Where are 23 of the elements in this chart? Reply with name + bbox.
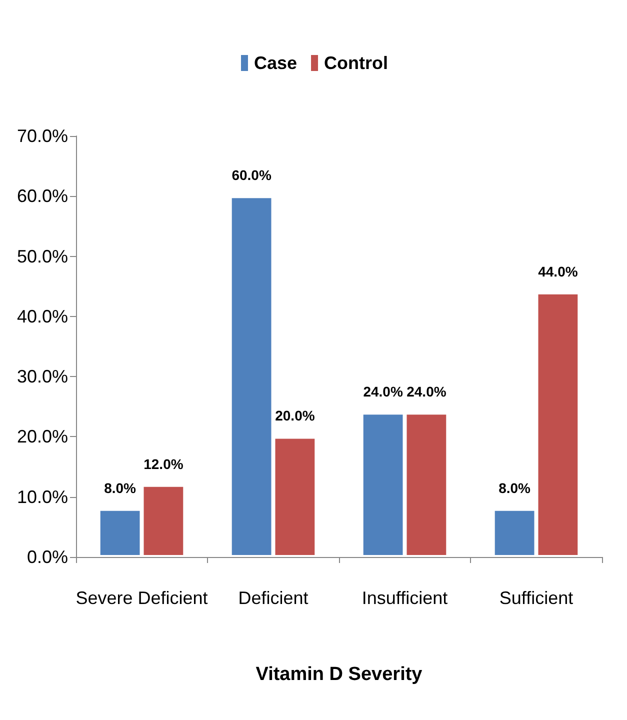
y-tick-label: 0.0% (26, 547, 68, 567)
data-label: 12.0% (144, 456, 184, 472)
x-tick-label: Insufficient (362, 588, 448, 608)
y-tick-label: 60.0% (16, 186, 68, 206)
x-tick-label: Deficient (238, 588, 308, 608)
x-tick-label: Severe Deficient (76, 588, 208, 608)
y-tick-label: 10.0% (16, 486, 68, 507)
x-axis-title: Vitamin D Severity (256, 664, 423, 685)
y-tick-label: 50.0% (16, 246, 68, 266)
y-tick-label: 30.0% (16, 366, 68, 387)
data-label: 20.0% (275, 408, 316, 424)
legend-label: Control (324, 53, 388, 73)
y-tick-label: 40.0% (16, 306, 68, 326)
legend-label: Case (254, 53, 298, 73)
data-label: 60.0% (232, 167, 272, 184)
data-label: 24.0% (363, 384, 404, 400)
data-label: 8.0% (498, 480, 532, 496)
x-tick-label: Sufficient (499, 588, 574, 608)
y-tick-label: 70.0% (16, 126, 68, 146)
data-label: 24.0% (406, 384, 447, 400)
data-label: 44.0% (538, 263, 578, 280)
data-label: 8.0% (104, 480, 137, 496)
y-tick-label: 20.0% (16, 426, 68, 447)
